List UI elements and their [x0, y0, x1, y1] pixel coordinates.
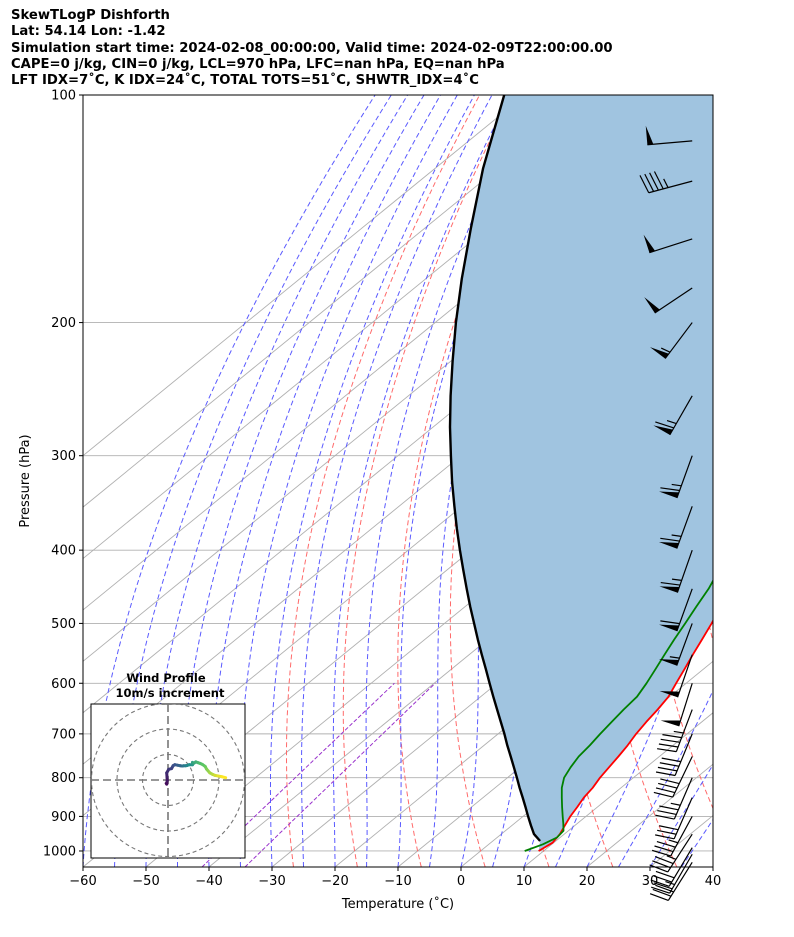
wind-barb [659, 455, 693, 499]
isotherm [334, 557, 713, 867]
moist-adiabat [365, 95, 531, 867]
moist-adiabat [83, 95, 376, 867]
dry-adiabat [342, 95, 513, 867]
cin-fill-layer [450, 95, 713, 851]
x-tick-label: −40 [195, 874, 222, 889]
wind-barb [650, 322, 693, 359]
dry-adiabat [286, 95, 481, 867]
x-tick-label: 10 [516, 874, 533, 889]
profile-layer [448, 95, 713, 852]
x-tick-label: 20 [579, 874, 596, 889]
wind-barb [653, 395, 693, 436]
y-tick-label: 800 [51, 771, 76, 786]
cin-area [450, 95, 713, 851]
y-tick-label: 900 [51, 810, 76, 825]
y-tick-label: 100 [51, 89, 76, 104]
wind-barb [644, 287, 693, 314]
y-tick-label: 1000 [43, 844, 76, 859]
dry-adiabat [730, 95, 794, 867]
x-tick-label: −10 [384, 874, 411, 889]
wind-barb [658, 506, 693, 549]
x-tick-label: −50 [132, 874, 159, 889]
y-tick-label: 400 [51, 544, 76, 559]
axis-ticks: −60 −50 −40 −30 −20 −10 0 10 20 30 40 1000 900 800 700… [43, 89, 721, 890]
wind-barb [659, 549, 693, 593]
wind-barb [659, 654, 693, 698]
wind-barb [651, 853, 693, 894]
moist-adiabat [301, 95, 493, 867]
y-tick-label: 200 [51, 316, 76, 331]
isotherm [83, 95, 526, 457]
index-line: LFT IDX=7˚C, K IDX=24˚C, TOTAL TOTS=51˚C… [11, 73, 479, 89]
time-line: Simulation start time: 2024-02-08_00:00:… [11, 40, 613, 56]
x-tick-label: 0 [457, 874, 465, 889]
moist-adiabat [712, 866, 713, 867]
moist-adiabat [145, 95, 409, 867]
moist-adiabat [177, 95, 425, 867]
temperature-line [538, 619, 713, 852]
mixing-ratio-line [201, 682, 395, 867]
moist-adiabat [269, 95, 475, 867]
wind-barb [659, 588, 693, 632]
wind-barb [658, 623, 693, 666]
wind-barb [653, 756, 693, 798]
moist-adiabat [332, 95, 511, 867]
moist-adiabat [239, 95, 458, 867]
x-axis-label: Temperature (˚C) [341, 896, 454, 912]
inset-subtitle: 10m/s increment [116, 686, 225, 700]
x-tick-label: 30 [642, 874, 659, 889]
x-tick-label: −60 [69, 874, 96, 889]
moist-adiabat [114, 95, 392, 867]
mixing-ratio-line [244, 682, 436, 867]
x-tick-label: −20 [321, 874, 348, 889]
dewpoint-line [524, 579, 713, 852]
cape-line: CAPE=0 j/kg, CIN=0 j/kg, LCL=970 hPa, LF… [11, 56, 505, 72]
y-tick-label: 600 [51, 677, 76, 692]
parcel-line [448, 95, 541, 842]
inset-title: Wind Profile [126, 671, 206, 685]
wind-barb [639, 171, 693, 194]
y-tick-label: 300 [51, 449, 76, 464]
wind-barbs [639, 125, 693, 901]
isotherm [712, 866, 713, 867]
y-tick-label: 700 [51, 727, 76, 742]
wind-barb [655, 733, 693, 777]
location-line: Lat: 54.14 Lon: -1.42 [11, 24, 166, 40]
chart-title: SkewTLogP Dishforth [11, 8, 170, 23]
wind-barb [651, 816, 693, 857]
wind-barb [660, 683, 693, 727]
chart-header: SkewTLogP Dishforth Lat: 54.14 Lon: -1.4… [11, 8, 613, 89]
wind-barb [643, 234, 693, 254]
hodograph-layer [91, 704, 245, 858]
wind-barb [655, 797, 693, 840]
wind-profile-inset: Wind Profile 10m/s increment [90, 671, 246, 859]
y-axis-label: Pressure (hPa) [18, 434, 33, 527]
dry-adiabat [397, 95, 546, 867]
hodograph-segment [220, 775, 228, 780]
wind-barb [657, 709, 693, 753]
y-tick-label: 500 [51, 617, 76, 632]
dry-adiabat [772, 95, 794, 867]
wind-barb [645, 125, 693, 146]
wind-barb [655, 777, 693, 820]
isotherm [83, 95, 589, 508]
isotherm [271, 506, 713, 867]
x-tick-label: −30 [258, 874, 285, 889]
x-tick-label: 40 [705, 874, 722, 889]
